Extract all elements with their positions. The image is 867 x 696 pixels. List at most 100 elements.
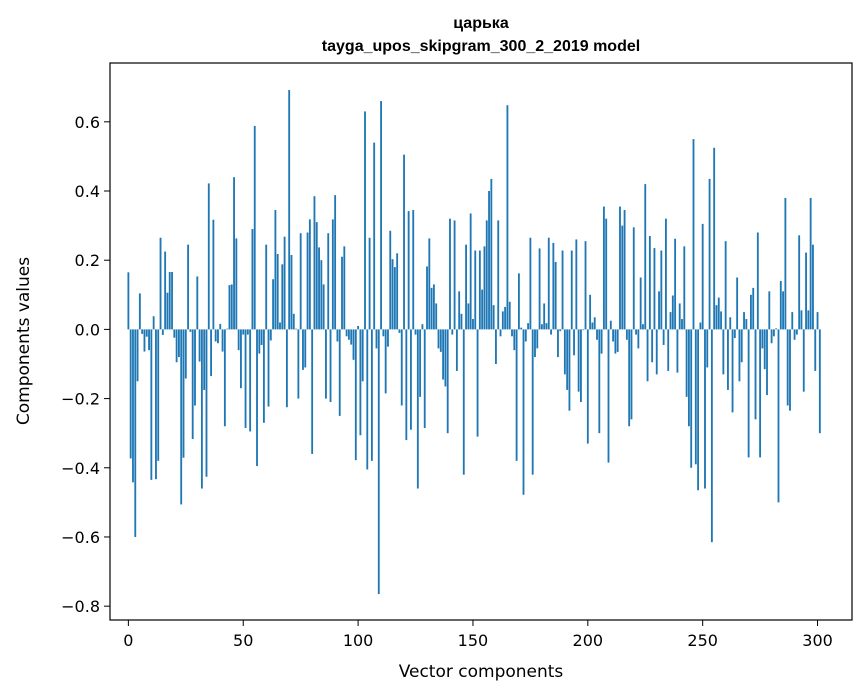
bar-89 [331,219,334,330]
bar-215 [621,225,624,330]
bar-124 [412,210,415,330]
bar-292 [798,235,801,330]
bar-266 [738,329,741,382]
bar-43 [226,328,229,330]
bar-233 [662,329,665,345]
bar-32 [200,329,203,489]
bar-256 [715,305,718,330]
plot-frame [109,62,853,621]
bar-104 [366,329,369,470]
bar-162 [499,329,502,337]
bar-54 [251,229,254,330]
bar-245 [690,329,693,468]
bar-171 [520,327,523,330]
bar-286 [784,197,787,330]
bar-64 [274,210,277,330]
bar-136 [439,329,442,352]
bar-115 [391,259,394,330]
bar-44 [228,285,231,330]
bar-282 [775,328,778,330]
bar-80 [311,329,314,454]
bar-156 [485,220,488,330]
bar-57 [258,329,261,354]
bar-163 [501,311,504,330]
y-axis-ticks: −0.8 −0.6 −0.4 −0.2 0.0 0.2 0.4 0.6 [61,113,110,616]
bar-194 [573,329,575,356]
bar-20 [173,329,176,338]
bar-216 [623,210,626,330]
bar-209 [607,329,610,463]
bar-168 [513,329,516,351]
bar-119 [400,329,403,406]
bar-160 [495,329,497,364]
y-axis-label: Components values [14,257,34,425]
bar-152 [476,329,479,437]
bar-235 [667,329,670,371]
bar-212 [614,329,617,354]
bar-185 [552,242,555,330]
x-tick-label: 250 [687,631,718,650]
bar-25 [184,329,187,379]
bar-159 [492,305,495,330]
bar-40 [219,323,222,330]
bar-60 [265,244,268,330]
bar-191 [566,329,569,390]
bar-26 [187,244,190,330]
bar-231 [658,291,660,330]
bar-164 [504,306,507,330]
bar-11 [152,316,155,330]
bar-134 [435,303,438,330]
bar-301 [818,329,821,434]
bar-41 [221,329,224,352]
bar-258 [720,311,722,330]
bar-79 [308,219,311,330]
bar-99 [354,329,357,461]
bar-56 [256,329,258,467]
bar-111 [382,329,385,337]
bar-262 [729,317,732,330]
bar-28 [191,329,194,440]
bar-127 [419,329,422,397]
bar-21 [175,329,178,363]
bar-107 [373,142,376,330]
bar-300 [816,312,819,330]
bar-227 [648,235,651,330]
bar-166 [508,301,511,330]
bar-176 [531,329,534,475]
bar-153 [478,250,481,330]
bar-265 [736,277,739,330]
bar-7 [143,329,146,352]
bar-203 [593,317,596,330]
bar-65 [276,253,279,330]
bar-58 [260,329,263,345]
bar-167 [511,329,513,337]
bar-144 [458,291,461,330]
bar-179 [538,248,541,330]
bar-247 [694,329,697,465]
bar-155 [483,246,486,330]
bar-257 [717,297,720,330]
bar-140 [449,218,451,330]
bar-218 [628,329,631,427]
bar-146 [462,329,465,475]
bar-71 [290,255,293,330]
bar-37 [212,219,215,330]
bar-238 [674,238,677,330]
bar-241 [681,319,683,330]
bar-232 [660,250,663,330]
bar-121 [405,329,408,441]
bar-53 [249,329,252,432]
bar-85 [322,284,325,330]
bar-200 [586,329,589,444]
bar-55 [253,125,256,330]
bar-269 [745,319,748,330]
bar-289 [791,312,794,330]
bar-299 [814,329,817,371]
bar-94 [343,246,346,330]
bar-274 [756,232,759,330]
bar-19 [171,271,173,330]
bar-197 [580,329,582,403]
bar-195 [575,239,578,330]
bar-39 [217,329,219,344]
